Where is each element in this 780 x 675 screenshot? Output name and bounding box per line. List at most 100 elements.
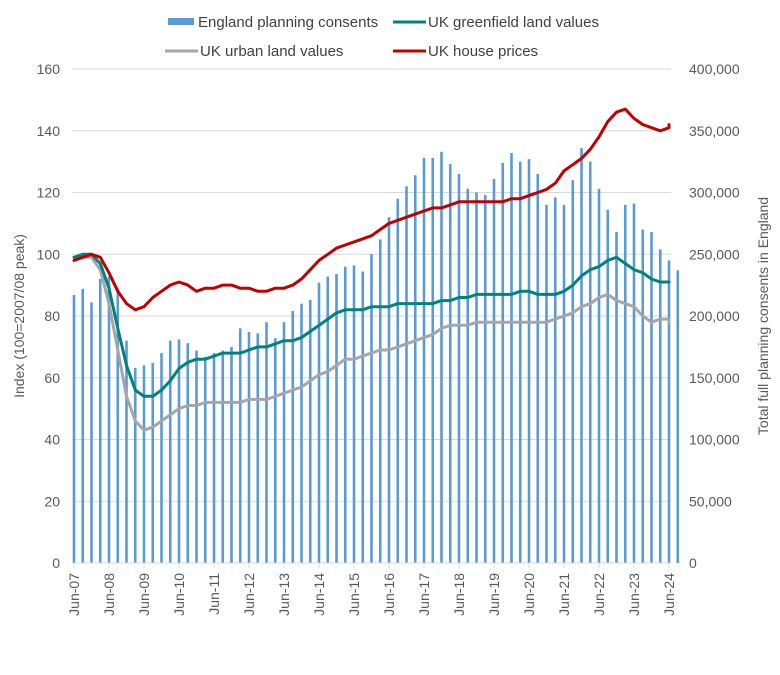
bar [641,229,645,564]
left-tick-label: 160 [37,61,61,77]
bar [247,332,251,563]
bar [125,340,128,563]
bar [615,232,618,563]
bar [413,175,417,563]
x-tick-label: Jun-07 [66,573,82,616]
bar [492,178,496,564]
bar [580,148,583,564]
x-tick-label: Jun-12 [241,573,257,616]
bar [107,276,111,563]
bar [553,197,557,563]
bar [597,188,601,564]
right-tick-label: 0 [689,555,697,571]
left-tick-label: 0 [52,555,60,571]
x-tick-label: Jun-24 [661,573,677,616]
bar [160,353,163,563]
bar [230,346,233,563]
bar [378,239,382,563]
bar [405,186,408,563]
bar [475,192,478,563]
bar [422,157,426,564]
bar [326,276,330,563]
right-tick-label: 100,000 [689,432,740,448]
bar [387,217,391,563]
bar [650,232,653,563]
bar [300,303,303,563]
x-tick-label: Jun-18 [451,573,467,616]
bar [448,164,452,563]
x-tick-label: Jun-11 [206,573,222,615]
bar [352,265,356,563]
bar [221,350,225,563]
line-uk-house-prices [72,107,671,312]
legend-label-house-prices: UK house prices [428,43,538,60]
right-tick-label: 200,000 [689,308,740,324]
bar [177,339,181,563]
bar [168,340,172,563]
x-tick-label: Jun-23 [626,573,642,616]
bar [291,311,295,563]
x-tick-label: Jun-13 [276,573,292,616]
bar [667,260,671,563]
x-tick-label: Jun-22 [591,573,607,616]
bar [510,152,513,564]
left-axis-ticks: 0 20 40 60 80 100 120 140 160 [37,61,61,571]
bar [562,204,566,563]
left-tick-label: 100 [37,246,61,262]
legend: England planning consents UK greenfield … [165,14,599,60]
x-tick-label: Jun-16 [381,573,397,616]
bar [317,282,321,563]
x-tick-label: Jun-19 [486,573,502,616]
bar [116,288,120,563]
bar [335,274,338,563]
bar [238,328,242,563]
right-axis-ticks: 0 50,000 100,000 150,000 200,000 250,000 300,0… [689,61,740,571]
bar [396,198,400,564]
bar [623,204,627,563]
bar [518,161,522,563]
x-tick-label: Jun-14 [311,573,327,616]
legend-label-urban: UK urban land values [200,43,343,60]
bar [457,173,461,563]
bar [203,356,207,563]
left-tick-label: 40 [44,432,60,448]
bar [72,295,76,563]
bar [466,188,470,564]
line-uk-greenfield-land-values [72,252,671,398]
bar [81,288,85,563]
bar [308,299,312,563]
bar [588,161,592,563]
x-tick-label: Jun-15 [346,573,362,616]
bar [186,343,190,563]
bar [632,203,636,564]
left-tick-label: 20 [44,493,60,509]
bar [361,271,365,563]
x-tick-label: Jun-10 [171,573,187,616]
bar [273,338,277,563]
left-tick-label: 80 [44,308,60,324]
bar [90,302,93,563]
bar [370,254,373,563]
bar [440,151,443,563]
bar [483,194,487,563]
legend-swatch-planning-consents [168,18,194,25]
right-tick-label: 50,000 [689,493,732,509]
bar [545,204,548,563]
bar [282,322,286,563]
bar [571,180,575,563]
x-tick-label: Jun-17 [416,573,432,616]
x-axis-ticks: Jun-07 Jun-08 Jun-09 Jun-10 Jun-11 Jun-12 Jun-… [66,563,677,616]
bar [431,157,435,564]
right-axis-title: Total full planning consents in England [755,197,771,435]
bar [133,367,137,563]
bar [343,266,347,563]
bars-planning-consents [72,148,680,564]
right-tick-label: 300,000 [689,185,740,201]
line-uk-urban-land-values [72,255,671,432]
bar [195,350,198,563]
right-tick-label: 150,000 [689,370,740,386]
legend-label-greenfield: UK greenfield land values [428,14,599,31]
bar [212,353,216,563]
line-series [72,107,671,432]
